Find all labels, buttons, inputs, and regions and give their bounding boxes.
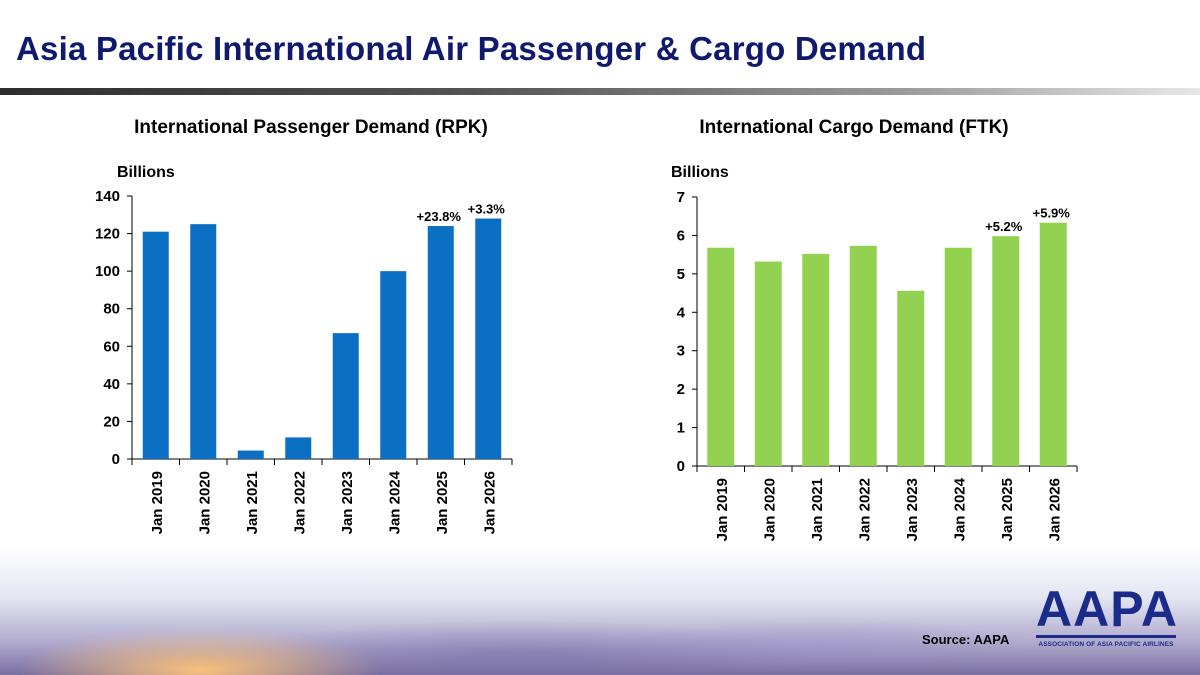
x-tick-label-ftk-1: Jan 2020 [761,478,778,541]
source-note: Source: AAPA [922,632,1010,647]
x-tick-label-rpk-1: Jan 2020 [196,471,213,534]
bar-rpk-4 [332,333,359,459]
bar-rpk-1 [190,224,217,459]
bar-rpk-5 [380,271,407,459]
y-tick-label-rpk: 80 [103,301,120,318]
y-tick-label-rpk: 0 [112,451,120,468]
bar-rpk-3 [285,437,312,459]
bar-ftk-6 [992,236,1020,466]
x-tick-label-ftk-6: Jan 2025 [999,478,1016,541]
data-annotation-ftk-7: +5.9% [1033,206,1071,221]
x-tick-label-rpk-0: Jan 2019 [149,471,166,534]
data-annotation-rpk-7: +3.3% [468,202,506,217]
bar-ftk-4 [897,290,925,466]
y-tick-label-ftk: 6 [677,227,685,244]
bar-ftk-0 [707,247,735,466]
bar-ftk-3 [849,245,877,466]
y-tick-label-ftk: 5 [677,266,685,283]
x-tick-label-rpk-6: Jan 2025 [434,471,451,534]
bar-rpk-7 [475,218,502,459]
x-tick-label-rpk-7: Jan 2026 [481,471,498,534]
bar-ftk-5 [944,247,972,466]
y-tick-label-ftk: 0 [677,458,685,475]
x-tick-label-rpk-2: Jan 2021 [244,471,261,534]
bar-rpk-0 [142,231,169,459]
y-tick-label-rpk: 40 [103,376,120,393]
x-tick-label-rpk-3: Jan 2022 [291,471,308,534]
x-tick-label-rpk-5: Jan 2024 [386,470,403,534]
chart-title-ftk: International Cargo Demand (FTK) [699,117,1008,138]
y-tick-label-ftk: 7 [677,189,685,206]
x-tick-label-ftk-2: Jan 2021 [809,478,826,541]
title-divider [0,88,1200,95]
sky-background [0,545,1200,675]
data-annotation-rpk-6: +23.8% [417,209,462,224]
logo-divider [1036,635,1176,638]
bar-ftk-7 [1039,222,1067,466]
x-tick-label-ftk-5: Jan 2024 [951,477,968,541]
y-tick-label-rpk: 120 [95,226,120,243]
logo-word: AAPA [1036,581,1178,637]
x-tick-label-rpk-4: Jan 2023 [339,471,356,534]
y-tick-label-ftk: 4 [677,304,686,321]
logo-subtitle: ASSOCIATION OF ASIA PACIFIC AIRLINES [1038,641,1174,648]
x-tick-label-ftk-3: Jan 2022 [856,478,873,541]
y-axis-label-ftk: Billions [671,164,729,181]
x-tick-label-ftk-0: Jan 2019 [714,478,731,541]
y-tick-label-ftk: 1 [677,420,685,437]
bar-ftk-2 [802,253,830,466]
x-tick-label-ftk-4: Jan 2023 [904,478,921,541]
page-title: Asia Pacific International Air Passenger… [16,30,927,67]
y-tick-label-rpk: 140 [95,188,120,205]
x-tick-label-ftk-7: Jan 2026 [1046,478,1063,541]
y-tick-label-rpk: 60 [103,338,120,355]
y-tick-label-rpk: 100 [95,263,120,280]
y-tick-label-ftk: 2 [677,381,685,398]
y-tick-label-rpk: 20 [103,413,120,430]
bar-rpk-2 [237,450,264,459]
aapa-logo: AAPA ASSOCIATION OF ASIA PACIFIC AIRLINE… [1036,581,1178,648]
y-tick-label-ftk: 3 [677,343,685,360]
chart-title-rpk: International Passenger Demand (RPK) [134,117,488,138]
y-axis-label-rpk: Billions [117,164,175,181]
bar-rpk-6 [427,226,454,459]
bar-ftk-1 [754,261,782,466]
data-annotation-ftk-6: +5.2% [985,219,1023,234]
